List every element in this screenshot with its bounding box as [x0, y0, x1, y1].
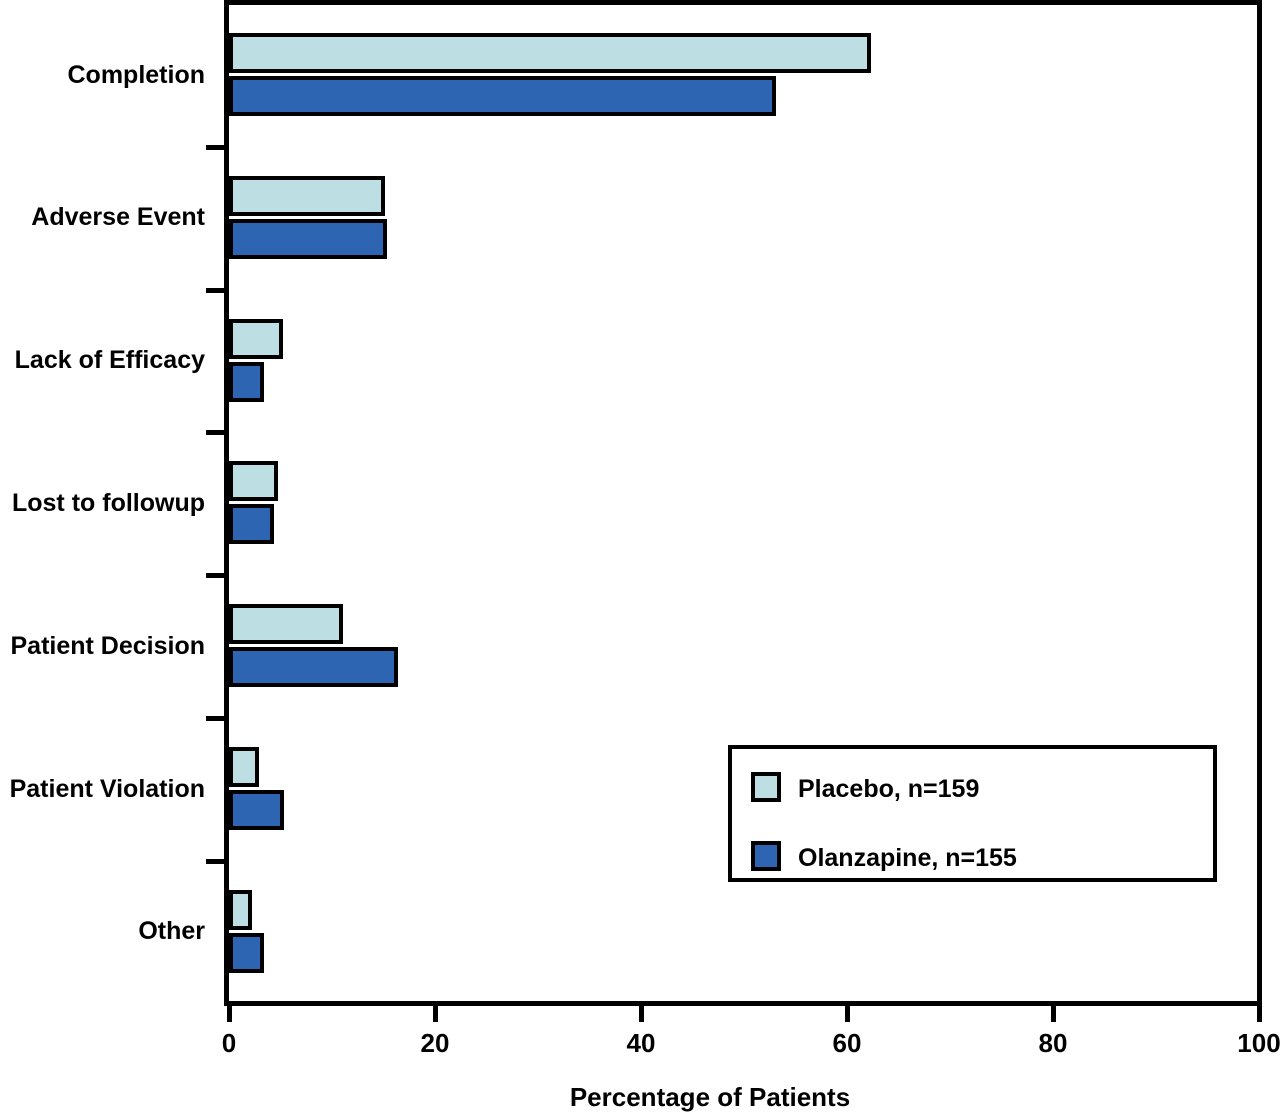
category-label-patient-violation: Patient Violation: [9, 774, 205, 803]
y-axis-tick: [206, 144, 229, 150]
bar-placebo-patient-violation: [229, 747, 259, 787]
category-label-lack-of-efficacy: Lack of Efficacy: [14, 346, 205, 375]
bar-olanzapine-patient-decision: [229, 647, 398, 688]
x-axis-tick-label: 60: [832, 1028, 862, 1058]
x-axis-tick: [432, 1004, 438, 1022]
category-label-adverse-event: Adverse Event: [31, 203, 205, 232]
bar-olanzapine-lost-to-followup: [229, 504, 275, 545]
x-axis-tick-label: 40: [626, 1028, 656, 1058]
x-axis-tick-label: 80: [1038, 1028, 1068, 1058]
bar-placebo-adverse-event: [229, 175, 385, 216]
category-label-other: Other: [138, 917, 205, 946]
bar-placebo-other: [229, 889, 252, 930]
x-axis-tick-label: 0: [221, 1028, 237, 1058]
x-axis-tick: [226, 1004, 232, 1022]
legend-label-olanzapine: Olanzapine, n=155: [798, 844, 1017, 872]
legend-swatch-placebo: [751, 772, 781, 802]
bar-placebo-completion: [229, 33, 871, 73]
y-axis-tick: [206, 573, 229, 579]
bar-placebo-lack-of-efficacy: [229, 318, 283, 359]
category-label-lost-to-followup: Lost to followup: [11, 488, 205, 517]
bar-olanzapine-lack-of-efficacy: [229, 361, 265, 402]
x-axis-tick: [638, 1004, 644, 1022]
bar-placebo-patient-decision: [229, 604, 344, 645]
x-axis-tick-label: 20: [420, 1028, 450, 1058]
y-axis-tick: [206, 287, 229, 293]
x-axis-tick: [1050, 1004, 1056, 1022]
x-axis-title: Percentage of Patients: [569, 1082, 851, 1112]
x-axis-tick: [1256, 1004, 1262, 1022]
y-axis-tick: [206, 430, 229, 436]
bar-olanzapine-patient-violation: [229, 790, 284, 830]
y-axis-tick: [206, 858, 229, 864]
category-label-completion: Completion: [67, 60, 206, 89]
legend-swatch-olanzapine: [751, 841, 781, 871]
x-axis-tick-label: 100: [1237, 1028, 1280, 1058]
legend: Placebo, n=159 Olanzapine, n=155: [728, 745, 1217, 882]
bar-olanzapine-other: [229, 932, 265, 973]
bar-olanzapine-completion: [229, 76, 776, 116]
category-label-patient-decision: Patient Decision: [10, 631, 206, 660]
bar-olanzapine-adverse-event: [229, 218, 387, 259]
legend-label-placebo: Placebo, n=159: [798, 775, 980, 803]
y-axis-tick: [206, 716, 229, 721]
x-axis-tick: [844, 1004, 850, 1022]
bar-placebo-lost-to-followup: [229, 461, 279, 502]
